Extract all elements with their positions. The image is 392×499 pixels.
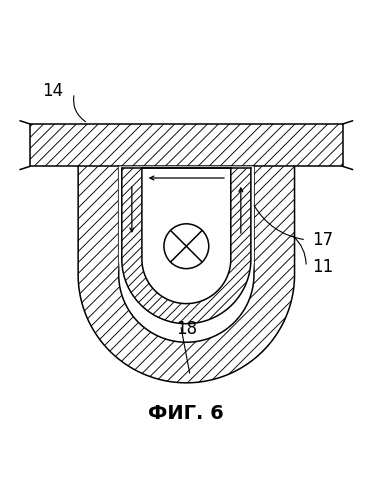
- Polygon shape: [30, 124, 343, 166]
- Text: 11: 11: [312, 258, 333, 276]
- Text: 18: 18: [176, 320, 197, 338]
- Text: 17: 17: [312, 231, 333, 249]
- Circle shape: [164, 224, 209, 268]
- Polygon shape: [122, 168, 251, 324]
- Text: 14: 14: [42, 82, 64, 100]
- Polygon shape: [119, 166, 254, 274]
- Polygon shape: [122, 168, 251, 324]
- Polygon shape: [78, 166, 294, 383]
- Bar: [30, 124, 343, 166]
- Polygon shape: [122, 168, 251, 324]
- Polygon shape: [30, 124, 343, 166]
- Text: ФИГ. 6: ФИГ. 6: [149, 404, 224, 423]
- Polygon shape: [78, 166, 294, 383]
- Polygon shape: [78, 166, 294, 383]
